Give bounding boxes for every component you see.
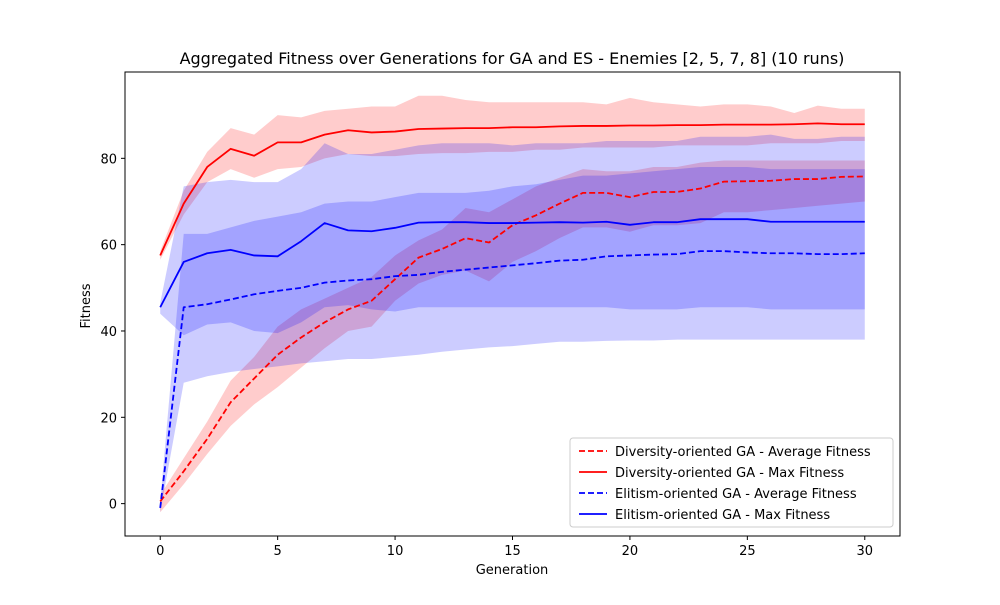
legend-label-1: Diversity-oriented GA - Max Fitness (615, 466, 844, 481)
legend-frame (569, 437, 894, 528)
y-tick-label: 80 (100, 152, 117, 167)
series-2-line (159, 250, 865, 509)
series-lines (159, 122, 865, 509)
x-axis-label: Generation (476, 563, 549, 578)
y-tick-label: 20 (100, 411, 117, 426)
series-3-band (160, 134, 865, 336)
legend-label-2: Elitism-oriented GA - Average Fitness (615, 487, 857, 502)
confidence-bands (160, 95, 865, 513)
series-3-line (159, 218, 865, 308)
legend: Diversity-oriented GA - Average Fitness D… (569, 437, 894, 528)
y-tick-label: 60 (100, 239, 117, 254)
x-tick-label: 30 (856, 544, 873, 559)
x-tick-label: 0 (156, 544, 164, 559)
x-tick-label: 20 (622, 544, 639, 559)
series-1-line (159, 122, 865, 256)
x-tick-label: 10 (387, 544, 404, 559)
x-tick-label: 15 (504, 544, 521, 559)
y-tick-label: 0 (109, 498, 117, 513)
legend-label-3: Elitism-oriented GA - Max Fitness (615, 508, 830, 523)
y-tick-label: 40 (100, 325, 117, 340)
x-tick-label: 5 (274, 544, 282, 559)
x-tick-label: 25 (739, 544, 756, 559)
chart-title: Aggregated Fitness over Generations for … (180, 49, 845, 68)
y-axis-ticks: 0 20 40 60 80 (100, 152, 125, 513)
series-2-band (160, 166, 865, 513)
series-1-band (160, 95, 865, 260)
legend-label-0: Diversity-oriented GA - Average Fitness (615, 445, 871, 460)
x-axis-ticks: 0 5 10 15 20 25 30 (156, 536, 873, 559)
y-axis-label: Fitness (79, 283, 94, 328)
series-0-band (160, 160, 865, 513)
